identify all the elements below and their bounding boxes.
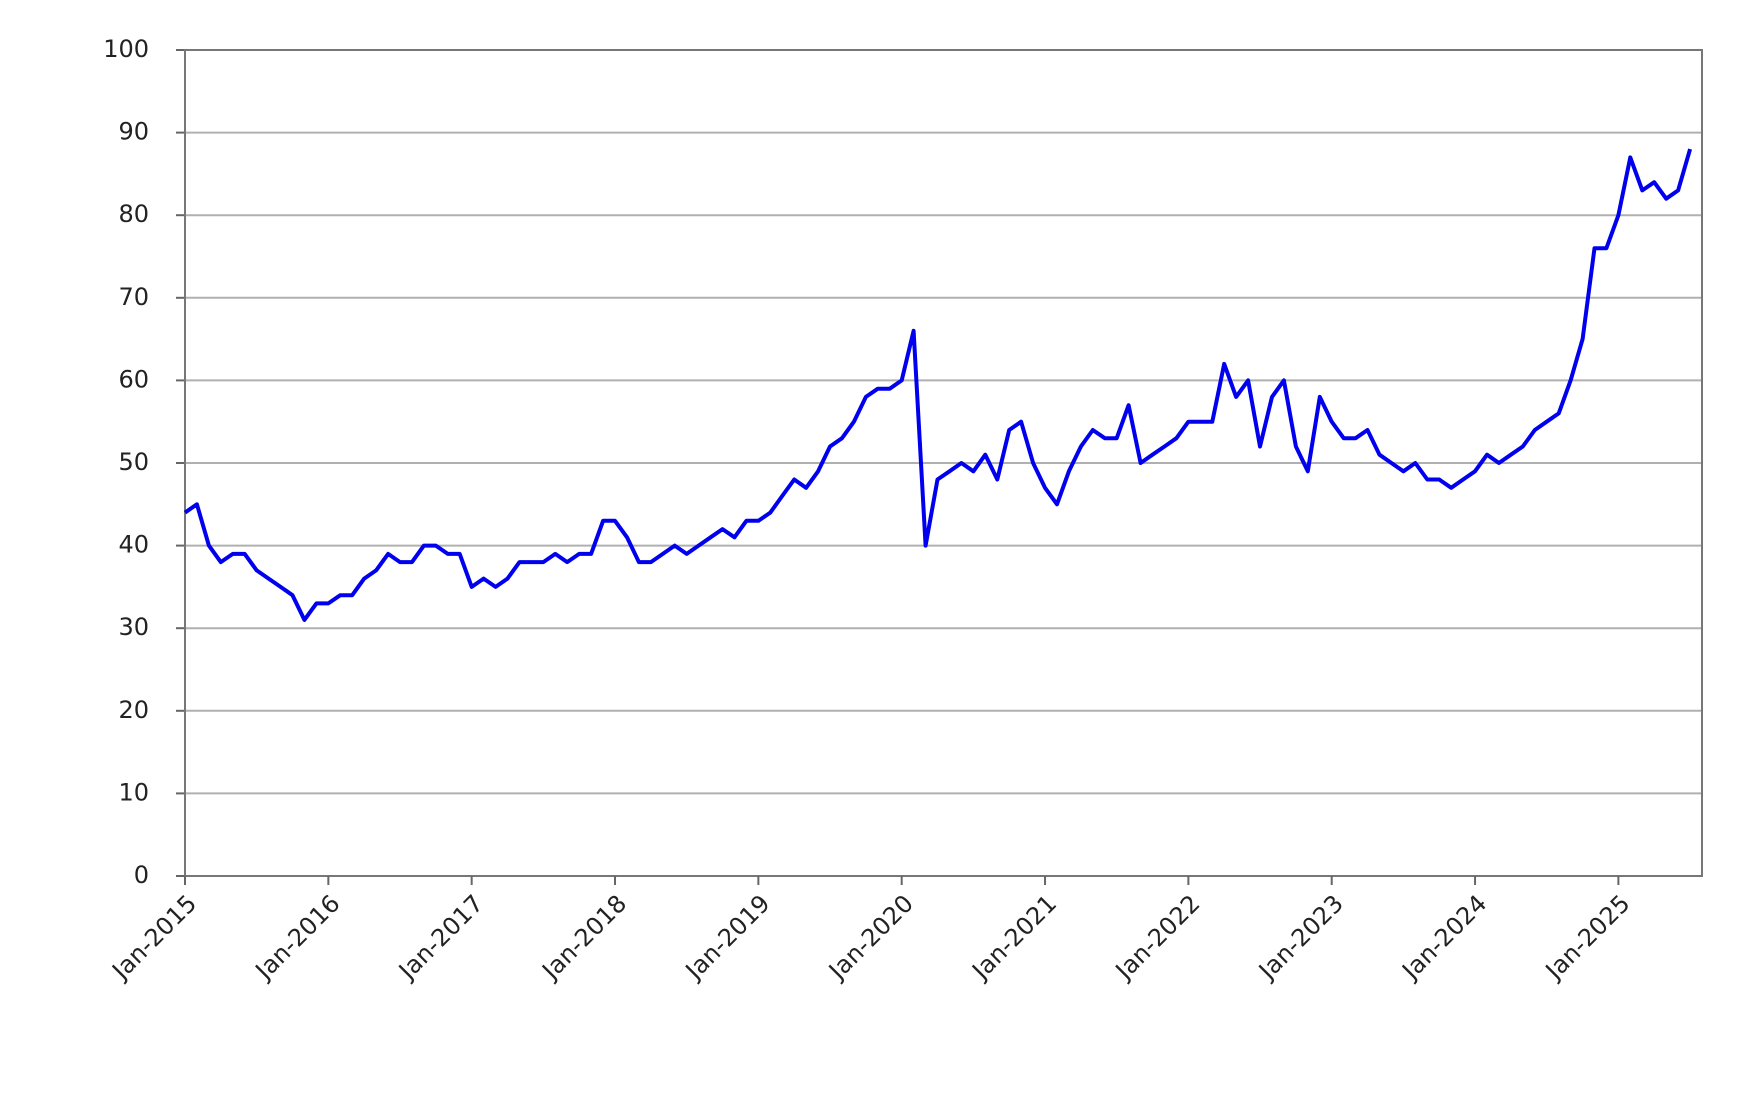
x-tick-label: Jan-2020 <box>822 889 919 986</box>
y-tick-label: 60 <box>118 365 149 393</box>
x-tick-label: Jan-2024 <box>1396 889 1493 986</box>
data-line <box>183 148 1693 622</box>
x-tick-label: Jan-2015 <box>106 889 203 986</box>
x-tick-label: Jan-2017 <box>392 889 489 986</box>
x-tick-label: Jan-2023 <box>1252 889 1349 986</box>
x-tick-label: Jan-2018 <box>536 889 633 986</box>
y-tick-label: 40 <box>118 531 149 559</box>
y-tick-label: 80 <box>118 200 149 228</box>
y-tick-label: 20 <box>118 696 149 724</box>
y-tick-label: 0 <box>134 861 149 889</box>
y-tick-label: 10 <box>118 778 149 806</box>
y-tick-label: 90 <box>118 118 149 146</box>
y-tick-label: 50 <box>118 448 149 476</box>
x-tick-label: Jan-2019 <box>679 889 776 986</box>
plot-frame <box>184 49 1703 877</box>
y-tick-label: 70 <box>118 283 149 311</box>
x-tick-label: Jan-2022 <box>1109 889 1206 986</box>
y-tick-label: 100 <box>103 35 149 63</box>
x-tick-label: Jan-2025 <box>1539 889 1636 986</box>
x-tick-label: Jan-2016 <box>249 889 346 986</box>
x-tick-label: Jan-2021 <box>966 889 1063 986</box>
y-tick-label: 30 <box>118 613 149 641</box>
